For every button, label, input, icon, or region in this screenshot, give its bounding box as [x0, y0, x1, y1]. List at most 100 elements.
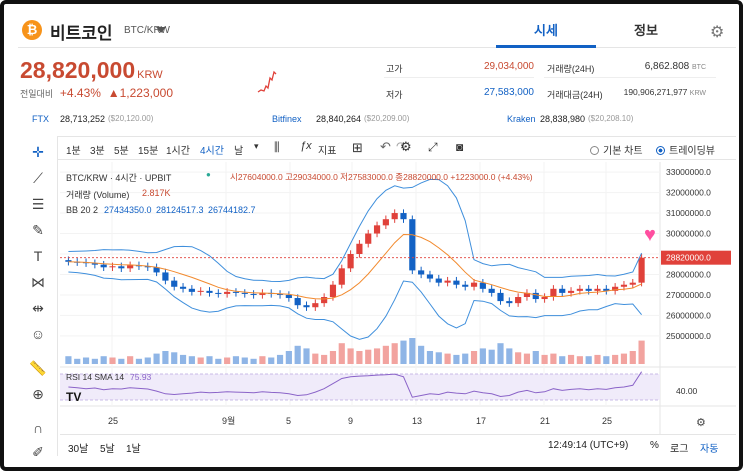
gear-icon[interactable]: ⚙	[710, 24, 725, 41]
indicator-icon[interactable]: ƒx	[300, 140, 312, 152]
chevron-down-icon[interactable]: ▾	[254, 141, 259, 151]
range-5d[interactable]: 5날	[100, 444, 115, 455]
undo-icon[interactable]: ↶	[380, 139, 391, 154]
volume-bar	[312, 353, 319, 364]
indicator-button[interactable]: 지표	[318, 146, 337, 157]
volume-bar	[541, 354, 548, 364]
x-tick-label: 25	[108, 416, 118, 426]
volume-bar	[179, 354, 187, 364]
fullscreen-icon[interactable]: ⤢	[428, 140, 438, 154]
y-tick-label: 25000000.0	[666, 331, 711, 341]
chart-mode-tradingview[interactable]: 트레이딩뷰	[656, 142, 715, 157]
chart-canvas[interactable]: 33000000.0 32000000.0 31000000.0 30000000.0…	[60, 162, 736, 434]
x-tick-label: 21	[540, 416, 550, 426]
candle-body	[294, 298, 301, 306]
redo-icon[interactable]: ↷	[396, 139, 407, 154]
range-30d[interactable]: 30날	[68, 444, 89, 455]
high-value: 29,034,000	[483, 61, 534, 72]
exchange-name[interactable]: Bitfinex	[272, 114, 302, 124]
volume-bar	[197, 357, 204, 364]
status-dot-icon: ●	[206, 170, 211, 179]
chevron-down-icon[interactable]	[156, 27, 166, 33]
tab-info[interactable]: 정보	[634, 23, 658, 38]
tradingview-logo: TV	[66, 390, 82, 404]
volume-bar	[153, 353, 160, 364]
volume-bar	[418, 345, 425, 364]
volume-value: 2.817K	[142, 188, 171, 198]
emoji-icon[interactable]: ☺	[30, 326, 46, 342]
price-chart[interactable]: 33000000.0 32000000.0 31000000.0 30000000.0…	[60, 162, 736, 434]
interval-1h[interactable]: 1시간	[166, 146, 190, 157]
volume-bar	[559, 356, 566, 364]
trend-line-icon[interactable]: ⟋	[33, 170, 43, 186]
candle-body	[585, 288, 592, 291]
brush-icon[interactable]: ✎	[32, 222, 44, 238]
volume-bar	[135, 358, 143, 364]
add-compare-icon[interactable]: ⊞	[352, 140, 363, 155]
horizontal-lines-icon[interactable]: ☰	[31, 196, 45, 212]
log-toggle[interactable]: 로그	[670, 444, 689, 455]
candle-type-icon[interactable]: ⫼	[274, 140, 280, 154]
interval-day[interactable]: 날	[234, 146, 244, 157]
pattern-icon[interactable]: ⋈	[31, 274, 45, 290]
volume-bar	[470, 351, 478, 364]
auto-toggle[interactable]: 자동	[700, 444, 719, 455]
y-tick-label: 30000000.0	[666, 229, 711, 239]
tab-market[interactable]: 시세	[496, 16, 596, 48]
candle-body	[171, 280, 178, 287]
volume-bar	[462, 353, 469, 364]
candle-body	[541, 297, 548, 300]
volume-24h-value: 6,862.808 BTC	[644, 61, 706, 72]
volume-bar	[612, 354, 619, 364]
measure-icon[interactable]: ⇹	[32, 300, 44, 316]
exchange-prices: FTX 28,713,252 ($20,120.00) Bitfinex 28,…	[20, 114, 736, 132]
percent-toggle[interactable]: %	[650, 440, 659, 451]
ruler-icon[interactable]: 📏	[29, 360, 47, 376]
camera-icon[interactable]: ◙	[456, 140, 464, 154]
high-label: 고가	[386, 64, 403, 74]
exchange-name[interactable]: FTX	[32, 114, 49, 124]
y-tick-label: 26000000.0	[666, 310, 711, 320]
mini-sparkline	[257, 70, 277, 93]
chart-toolbar: 1분 3분 5분 15분 1시간 4시간 날 ▾ ⫼ ƒx 지표 ⊞ ↶ ↷ ⚙…	[58, 136, 736, 160]
volume-bar	[515, 352, 522, 364]
interval-15m[interactable]: 15분	[138, 146, 159, 157]
y-tick-label: 27000000.0	[666, 290, 711, 300]
candle-body	[338, 268, 345, 285]
chart-settings-icon[interactable]: ⚙	[696, 417, 706, 429]
settings-icon[interactable]: ⚙	[400, 139, 412, 154]
chart-mode-basic[interactable]: 기본 차트	[590, 142, 643, 157]
range-1d[interactable]: 1날	[126, 444, 141, 455]
pencil-lock-icon[interactable]: ✐	[32, 444, 44, 460]
candle-body	[435, 278, 442, 283]
volume-bar	[585, 356, 592, 364]
crosshair-icon[interactable]: ✛	[32, 144, 44, 160]
candle-body	[506, 301, 513, 304]
text-tool-icon[interactable]: T	[33, 248, 43, 264]
candle-body	[127, 265, 134, 269]
heart-icon: ♥	[644, 224, 656, 246]
candle-body	[638, 257, 645, 283]
magnet-icon[interactable]: ∩	[32, 420, 44, 436]
volume-bar	[206, 356, 213, 364]
volume-bar	[232, 356, 240, 364]
candle-body	[303, 305, 310, 308]
candle-body	[215, 292, 222, 294]
candle-body	[532, 292, 539, 300]
exchange-name[interactable]: Kraken	[507, 114, 536, 124]
candle-body	[576, 288, 583, 291]
volume-bar	[127, 356, 134, 364]
zoom-in-icon[interactable]: ⊕	[32, 386, 44, 402]
interval-4h[interactable]: 4시간	[200, 146, 224, 157]
interval-1m[interactable]: 1분	[66, 146, 81, 157]
interval-3m[interactable]: 3분	[90, 146, 105, 157]
volume-bar	[65, 356, 72, 364]
drawing-toolbar: ✛ ⟋ ☰ ✎ T ⋈ ⇹ ☺ 📏 ⊕ ∩ ✐	[18, 136, 58, 460]
candle-body	[153, 267, 160, 273]
volume-bar	[435, 352, 442, 364]
volume-bar	[382, 345, 389, 364]
candle-body	[603, 288, 610, 291]
coin-name[interactable]: 비트코인	[50, 24, 113, 43]
volume-bar	[144, 357, 151, 364]
interval-5m[interactable]: 5분	[114, 146, 129, 157]
